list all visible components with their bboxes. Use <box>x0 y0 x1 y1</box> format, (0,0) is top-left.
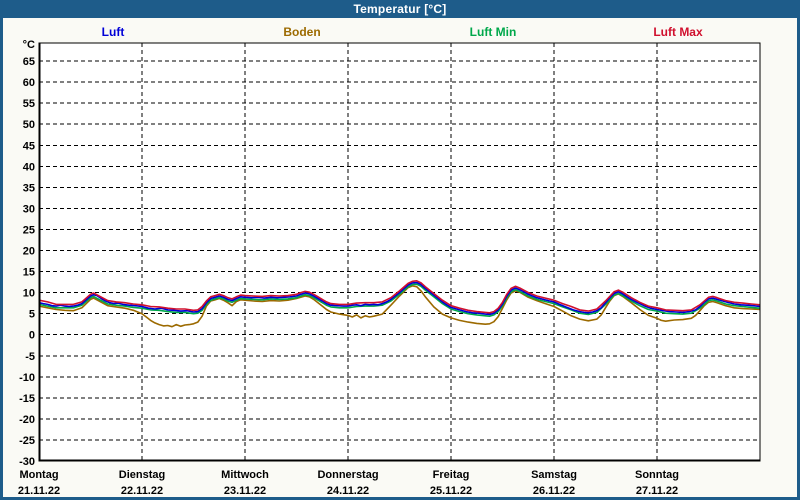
x-date-label: 27.11.22 <box>636 485 678 497</box>
series-boden <box>38 285 761 328</box>
x-day-label: Dienstag <box>119 469 165 481</box>
y-tick-label: -25 <box>19 435 35 447</box>
y-tick-label: -10 <box>19 372 35 384</box>
y-tick-label: 20 <box>23 246 35 258</box>
legend-item-luft-min: Luft Min <box>469 25 517 39</box>
x-date-label: 26.11.22 <box>533 485 575 497</box>
window-titlebar: Temperatur [°C] <box>0 0 800 18</box>
window-title: Temperatur [°C] <box>353 2 447 16</box>
x-day-label: Montag <box>19 469 58 481</box>
plot-area <box>39 43 760 461</box>
x-day-label: Mittwoch <box>221 469 269 481</box>
y-tick-label: 0 <box>29 330 35 342</box>
y-tick-label: 35 <box>23 182 35 194</box>
x-day-label: Sonntag <box>635 469 679 481</box>
y-tick-label: 30 <box>23 203 35 215</box>
y-tick-label: 25 <box>23 224 35 236</box>
y-tick-label: 45 <box>23 140 35 152</box>
x-date-label: 24.11.22 <box>327 485 369 497</box>
y-tick-label: 50 <box>23 119 35 131</box>
y-tick-label: -30 <box>19 456 35 468</box>
y-axis-unit-label: °C <box>23 39 35 51</box>
chart-legend: Luft Boden Luft Min Luft Max <box>0 25 800 39</box>
y-tick-label: 40 <box>23 161 35 173</box>
legend-item-luft: Luft <box>101 25 125 39</box>
series-luft <box>38 281 761 316</box>
y-tick-label: 55 <box>23 98 35 110</box>
x-day-label: Freitag <box>433 469 470 481</box>
y-tick-label: 10 <box>23 288 35 300</box>
x-date-label: 25.11.22 <box>430 485 472 497</box>
series-luft-min <box>38 283 761 318</box>
y-tick-label: -15 <box>19 393 35 405</box>
y-tick-label: -5 <box>25 351 35 363</box>
legend-item-boden: Boden <box>283 25 321 39</box>
x-day-label: Samstag <box>531 469 577 481</box>
y-tick-label: -20 <box>19 414 35 426</box>
y-tick-label: 65 <box>23 56 35 68</box>
x-date-label: 21.11.22 <box>18 485 60 497</box>
x-date-label: 23.11.22 <box>224 485 266 497</box>
y-tick-label: 60 <box>23 77 35 89</box>
x-day-label: Donnerstag <box>317 469 378 481</box>
y-tick-label: 5 <box>29 309 35 321</box>
series-luft-max <box>38 279 761 314</box>
y-tick-label: 15 <box>23 267 35 279</box>
x-date-label: 22.11.22 <box>121 485 163 497</box>
legend-item-luft-max: Luft Max <box>653 25 703 39</box>
